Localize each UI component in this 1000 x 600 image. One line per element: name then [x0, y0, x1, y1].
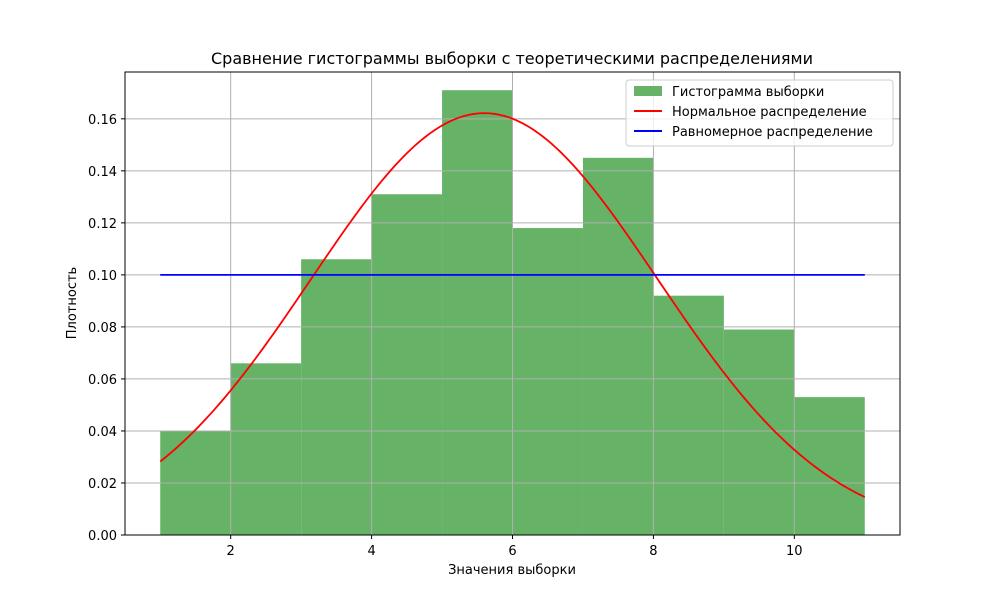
histogram-bar	[723, 329, 795, 535]
normal-distribution-line	[159, 112, 866, 498]
legend-label-normal: Нормальное распределение	[672, 105, 867, 120]
histogram-bar	[301, 259, 372, 535]
legend-box	[625, 79, 894, 147]
histogram-bar	[582, 157, 654, 535]
legend-label-uniform: Равномерное распределение	[672, 125, 873, 140]
x-tick-label: 8	[649, 544, 657, 559]
y-tick-label: 0.10	[88, 269, 117, 284]
histogram-bar	[653, 295, 724, 535]
chart-title: Сравнение гистограммы выборки с теоретич…	[211, 49, 813, 68]
x-axis-label: Значения выборки	[448, 563, 576, 578]
legend-swatch-histogram	[634, 86, 662, 96]
y-tick-label: 0.14	[88, 165, 117, 180]
y-tick-label: 0.16	[88, 113, 117, 128]
legend-label-histogram: Гистограмма выборки	[672, 85, 824, 100]
x-tick-label: 10	[786, 544, 803, 559]
y-tick-label: 0.00	[88, 529, 117, 544]
histogram-bar	[442, 90, 513, 536]
histogram-bar	[230, 363, 302, 535]
y-tick-label: 0.08	[88, 321, 117, 336]
x-tick-label: 4	[367, 544, 375, 559]
histogram-bars	[160, 90, 865, 536]
y-axis-label: Плотность	[65, 267, 80, 339]
y-tick-label: 0.04	[88, 425, 117, 440]
y-tick-label: 0.06	[88, 373, 117, 388]
histogram-bar	[794, 397, 865, 535]
histogram-bar	[512, 228, 583, 535]
legend: Гистограмма выборки Нормальное распредел…	[625, 79, 894, 147]
histogram-bar	[371, 194, 443, 535]
x-tick-label: 6	[508, 544, 516, 559]
x-tick-label: 2	[227, 544, 235, 559]
distribution-lines	[159, 112, 866, 498]
y-tick-label: 0.12	[88, 217, 117, 232]
y-axis-ticks: 0.00 0.02 0.04 0.06 0.08 0.10 0.12 0.14 0.16	[88, 113, 125, 544]
y-tick-label: 0.02	[88, 477, 117, 492]
x-axis-ticks: 2 4 6 8 10	[227, 535, 803, 559]
